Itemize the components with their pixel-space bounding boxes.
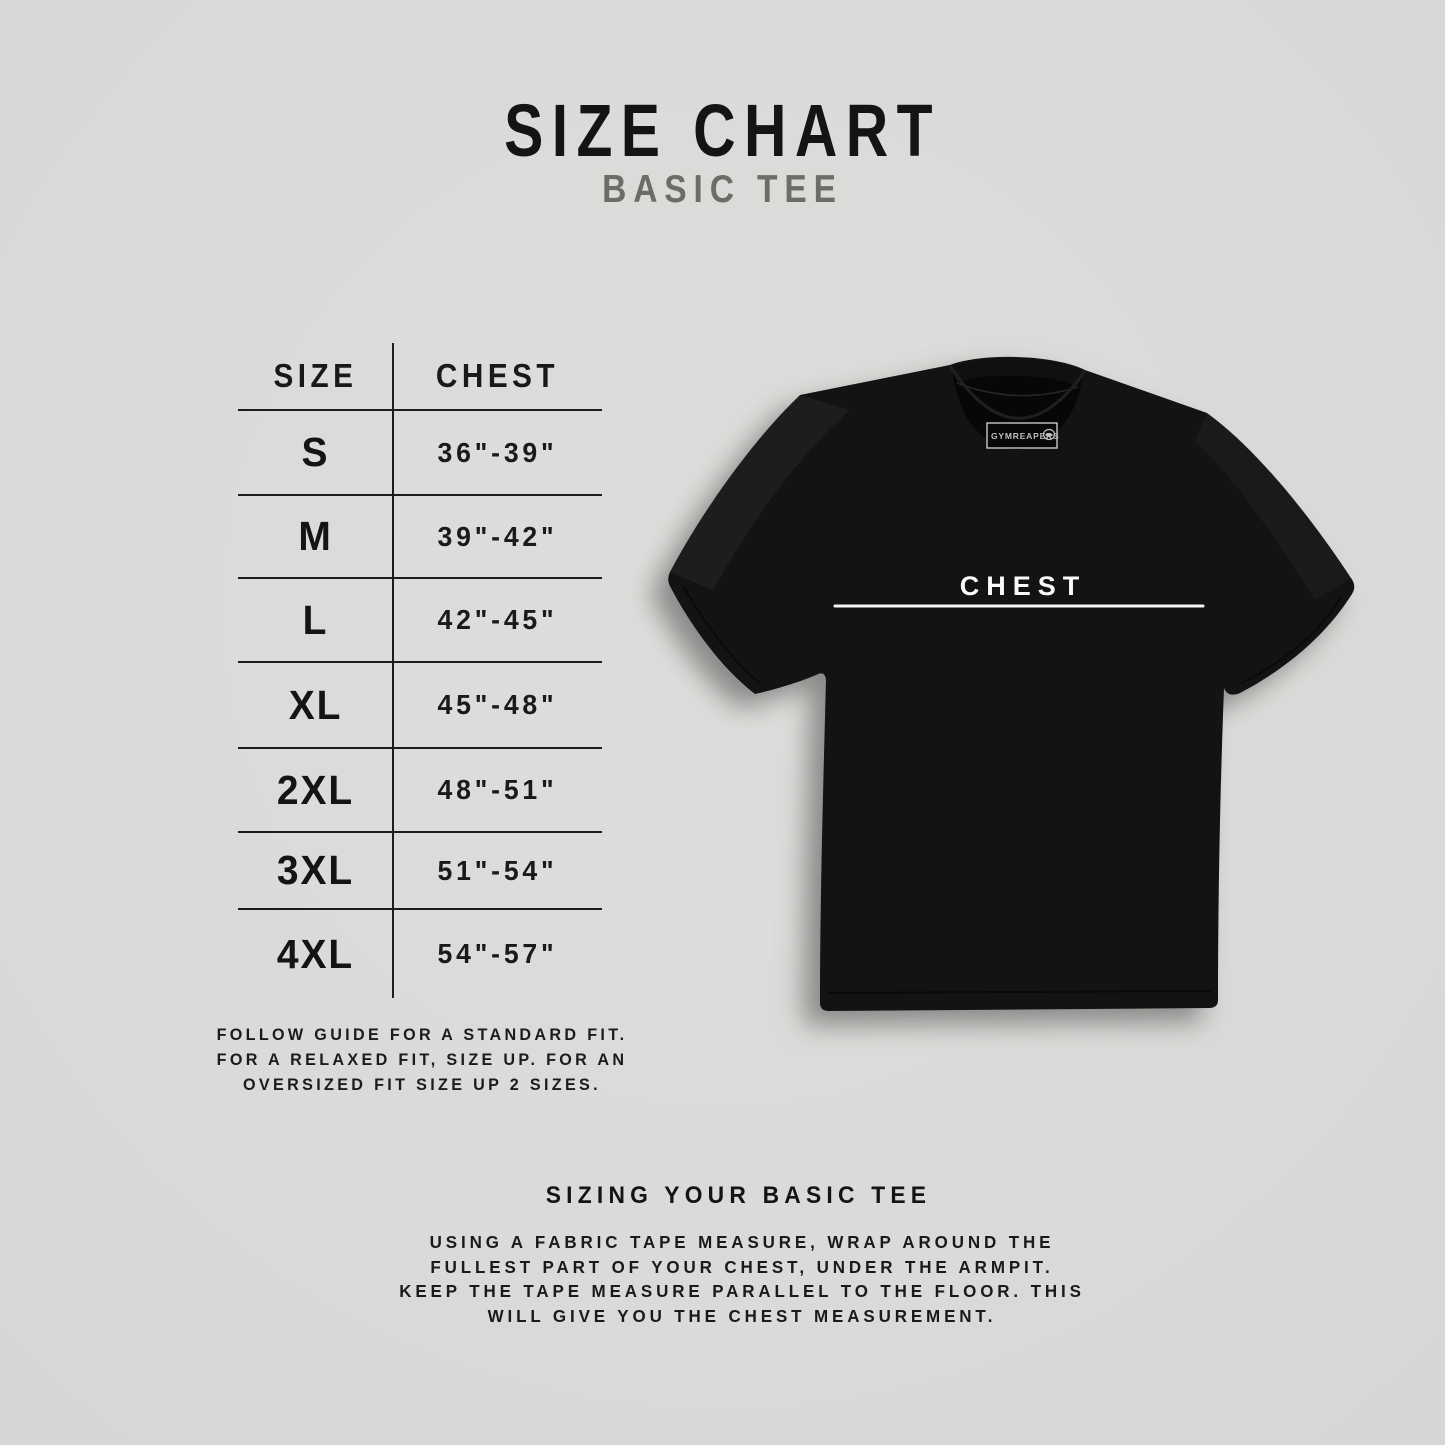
table-row: L 42"-45" xyxy=(238,579,602,663)
neck-label-brand-text: GYMREAPERS xyxy=(991,431,1059,441)
fit-note-line: FOLLOW GUIDE FOR A STANDARD FIT. xyxy=(216,1025,628,1044)
sizing-section-heading: SIZING YOUR BASIC TEE xyxy=(545,1182,932,1209)
size-table-header-row: SIZE CHEST xyxy=(238,343,602,411)
fit-note: FOLLOW GUIDE FOR A STANDARD FIT. FOR A R… xyxy=(137,1022,707,1097)
chest-value: 51"-54" xyxy=(437,854,558,886)
table-row: M 39"-42" xyxy=(238,496,602,579)
size-value: S xyxy=(301,429,330,475)
sizing-body-line: FULLEST PART OF YOUR CHEST, UNDER THE AR… xyxy=(430,1256,1054,1277)
page-title: SIZE CHART xyxy=(504,89,941,172)
table-row: 2XL 48"-51" xyxy=(238,749,602,833)
page-subtitle: BASIC TEE xyxy=(602,168,843,211)
tshirt-collar-band xyxy=(952,358,1083,387)
tshirt-highlight xyxy=(670,395,850,590)
fit-note-line: OVERSIZED FIT SIZE UP 2 SIZES. xyxy=(243,1075,601,1094)
hem-stitch xyxy=(826,990,1212,994)
right-cuff-stitch xyxy=(1240,597,1342,684)
chest-value: 54"-57" xyxy=(437,938,558,969)
sizing-body-line: KEEP THE TAPE MEASURE PARALLEL TO THE FL… xyxy=(399,1281,1085,1301)
sizing-body-line: WILL GIVE YOU THE CHEST MEASUREMENT. xyxy=(487,1305,997,1326)
size-value: 4XL xyxy=(276,930,355,977)
size-table: SIZE CHEST S 36"-39" M 39"-42" L 42"-45"… xyxy=(238,343,602,998)
chest-value: 39"-42" xyxy=(437,520,558,552)
table-column-divider xyxy=(392,343,394,998)
chest-value: 36"-39" xyxy=(437,436,558,468)
tshirt-collar-seam xyxy=(948,365,1087,420)
size-value: XL xyxy=(288,681,343,728)
tshirt-image: GYMREAPERS CHEST xyxy=(655,352,1365,1022)
size-value: 3XL xyxy=(276,847,355,893)
size-value: M xyxy=(298,513,333,559)
sizing-section-body: USING A FABRIC TAPE MEASURE, WRAP AROUND… xyxy=(383,1230,1101,1328)
tshirt-collar-band-edge xyxy=(956,382,1079,397)
table-row: 3XL 51"-54" xyxy=(238,833,602,910)
chest-value: 45"-48" xyxy=(437,689,558,720)
chest-value: 48"-51" xyxy=(437,774,558,805)
neck-label xyxy=(986,422,1058,449)
table-row: XL 45"-48" xyxy=(238,663,602,749)
size-value: L xyxy=(302,596,329,643)
column-header-size: SIZE xyxy=(273,357,358,394)
left-cuff-stitch xyxy=(682,585,762,685)
chest-measure-label: CHEST xyxy=(960,571,1087,601)
neck-label-logo-mark xyxy=(1045,433,1053,437)
fit-note-line: FOR A RELAXED FIT, SIZE UP. FOR AN xyxy=(216,1050,628,1069)
column-header-chest: CHEST xyxy=(435,357,560,394)
tshirt-illustration: GYMREAPERS CHEST xyxy=(668,356,1355,1011)
size-value: 2XL xyxy=(276,766,355,813)
table-row: S 36"-39" xyxy=(238,411,602,496)
chest-value: 42"-45" xyxy=(437,604,558,635)
table-row: 4XL 54"-57" xyxy=(238,910,602,998)
neck-label-logo-icon xyxy=(1042,428,1056,441)
tshirt-body xyxy=(668,356,1355,1011)
sizing-body-line: USING A FABRIC TAPE MEASURE, WRAP AROUND… xyxy=(429,1232,1055,1252)
